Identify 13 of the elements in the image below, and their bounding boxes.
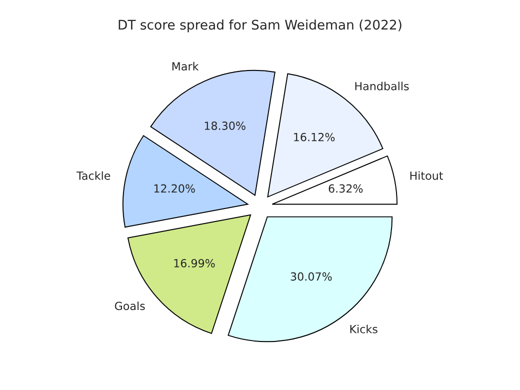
data-label: 16.12%: [294, 132, 335, 142]
slice-label: Mark: [172, 62, 199, 71]
slice-label: Hitout: [410, 171, 443, 180]
data-label: 12.20%: [154, 184, 195, 193]
data-label: 30.07%: [290, 272, 332, 281]
slice-label: Goals: [114, 302, 145, 310]
slice-label: Kicks: [350, 324, 378, 334]
data-label: 18.30%: [204, 122, 246, 130]
slice-label: Handballs: [355, 82, 409, 90]
data-label: 16.99%: [174, 259, 215, 268]
data-label: 6.32%: [328, 184, 363, 193]
slice-label: Tackle: [76, 171, 110, 180]
chart-title: DT score spread for Sam Weideman (2022): [118, 20, 402, 32]
